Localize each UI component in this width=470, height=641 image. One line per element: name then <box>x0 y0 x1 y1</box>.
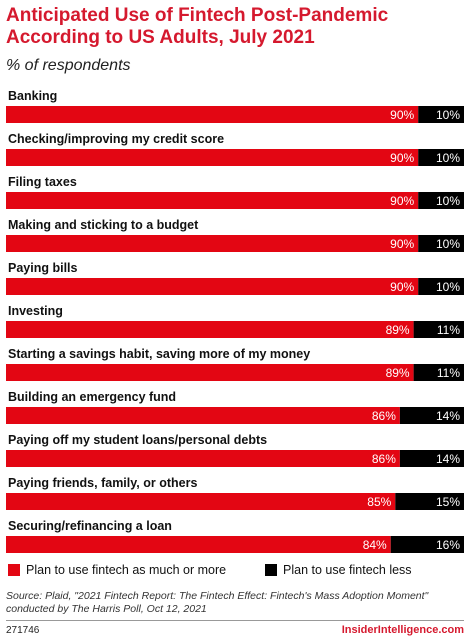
data-label-less: 10% <box>436 194 460 208</box>
data-label-less: 15% <box>436 495 460 509</box>
legend-swatch-red <box>8 564 20 576</box>
bar-segment-less <box>399 407 464 424</box>
bar-segment-more <box>6 149 419 166</box>
bar-segment-more <box>6 235 419 252</box>
chart-title: Anticipated Use of Fintech Post-Pandemic… <box>6 5 389 48</box>
category-label: Banking <box>8 89 58 103</box>
bar-segment-less <box>418 278 464 295</box>
category-label: Securing/refinancing a loan <box>8 519 172 533</box>
legend: Plan to use fintech as much or more Plan… <box>0 563 470 579</box>
data-label-less: 11% <box>437 366 460 380</box>
bar-segment-more <box>6 450 400 467</box>
footer-divider <box>6 620 464 621</box>
data-label-less: 11% <box>437 323 460 337</box>
bar-segment-less <box>413 321 464 338</box>
data-label-less: 16% <box>436 538 460 552</box>
data-label-less: 14% <box>436 409 460 423</box>
chart-id: 271746 <box>6 625 40 636</box>
data-label-less: 10% <box>436 280 460 294</box>
category-label: Paying off my student loans/personal deb… <box>8 433 268 447</box>
data-label-less: 10% <box>436 151 460 165</box>
category-label: Investing <box>8 304 63 318</box>
bar-segment-more <box>6 321 414 338</box>
data-label-more: 90% <box>390 194 414 208</box>
data-label-more: 89% <box>386 323 410 337</box>
data-label-more: 84% <box>363 538 387 552</box>
category-label: Paying bills <box>8 261 78 275</box>
category-label: Building an emergency fund <box>8 390 177 404</box>
legend-item-less: Plan to use fintech less <box>265 563 412 577</box>
bar-segment-less <box>418 235 464 252</box>
category-label: Paying friends, family, or others <box>8 476 198 490</box>
data-label-less: 10% <box>436 237 460 251</box>
category-label: Filing taxes <box>8 175 77 189</box>
data-label-less: 10% <box>436 108 460 122</box>
bar-segment-less <box>390 536 464 553</box>
bar-segment-less <box>399 450 464 467</box>
legend-item-more: Plan to use fintech as much or more <box>8 563 226 577</box>
brand-link[interactable]: InsiderIntelligence.com <box>341 624 464 636</box>
bar-segment-less <box>418 106 464 123</box>
category-label: Checking/improving my credit score <box>8 132 225 146</box>
bar-segment-less <box>418 192 464 209</box>
bar-segment-more <box>6 407 400 424</box>
data-label-more: 90% <box>390 280 414 294</box>
chart-subtitle: % of respondents <box>6 57 131 74</box>
bar-segment-more <box>6 278 419 295</box>
legend-label-less: Plan to use fintech less <box>283 563 412 577</box>
bar-segment-more <box>6 493 396 510</box>
bar-segment-more <box>6 106 419 123</box>
category-label: Starting a savings habit, saving more of… <box>8 347 311 361</box>
data-label-more: 90% <box>390 108 414 122</box>
bar-segment-less <box>413 364 464 381</box>
bar-segment-more <box>6 364 414 381</box>
bar-segment-more <box>6 536 391 553</box>
legend-label-more: Plan to use fintech as much or more <box>26 563 227 577</box>
legend-swatch-black <box>265 564 277 576</box>
data-label-more: 86% <box>372 452 396 466</box>
data-label-more: 86% <box>372 409 396 423</box>
category-label: Making and sticking to a budget <box>8 218 199 232</box>
data-label-more: 89% <box>386 366 410 380</box>
source-note: Source: Plaid, "2021 Fintech Report: The… <box>6 590 429 615</box>
data-label-more: 90% <box>390 151 414 165</box>
bar-segment-less <box>418 149 464 166</box>
bar-segment-more <box>6 192 419 209</box>
bar-segment-less <box>395 493 464 510</box>
data-label-less: 14% <box>436 452 460 466</box>
data-label-more: 85% <box>367 495 391 509</box>
data-label-more: 90% <box>390 237 414 251</box>
